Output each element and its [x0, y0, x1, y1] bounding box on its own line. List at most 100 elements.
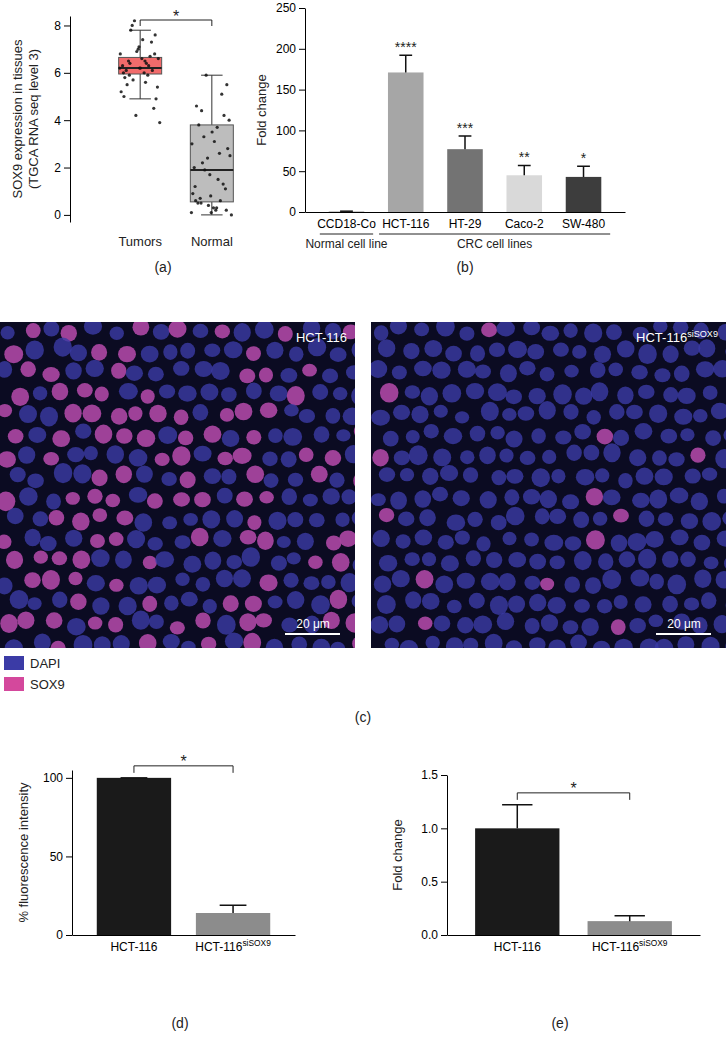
y-tick-mark: [299, 171, 305, 172]
nucleus: [426, 636, 440, 648]
nucleus: [551, 469, 565, 484]
nucleus: [447, 600, 462, 613]
nucleus: [311, 595, 330, 614]
group-label: CRC cell lines: [457, 237, 532, 251]
image-label: HCT-116siSOX9: [636, 329, 718, 345]
y-tick: 0.5: [421, 875, 447, 889]
median: [190, 169, 233, 171]
point: [148, 55, 151, 58]
nucleus: [195, 361, 213, 377]
nucleus: [544, 535, 563, 551]
point: [122, 95, 125, 98]
nucleus: [10, 590, 29, 609]
nucleus: [432, 362, 450, 379]
nucleus: [649, 489, 667, 508]
nucleus: [115, 551, 132, 569]
nucleus: [204, 343, 220, 357]
nucleus: [333, 387, 348, 400]
nucleus: [155, 551, 174, 567]
nucleus: [635, 423, 653, 439]
nucleus: [28, 427, 46, 443]
nucleus: [126, 365, 143, 380]
y-axis-title: % fluorescence intensity: [16, 782, 31, 923]
nucleus: [233, 569, 251, 587]
x-tick: HT-29: [449, 212, 482, 231]
nucleus: [722, 510, 726, 525]
nucleus: [667, 574, 686, 594]
nucleus: [714, 615, 726, 633]
x-tick-label: Normal: [191, 234, 233, 249]
micrograph-background: [371, 322, 726, 648]
micrograph: [371, 322, 726, 648]
nucleus: [593, 641, 610, 648]
nucleus: [467, 512, 482, 527]
nucleus: [259, 491, 274, 503]
nucleus: [603, 489, 621, 505]
nucleus: [603, 443, 620, 462]
nucleus: [611, 619, 626, 635]
nucleus: [153, 324, 170, 340]
nucleus: [523, 322, 540, 335]
nucleus: [563, 323, 577, 338]
point: [150, 40, 153, 43]
nucleus: [519, 361, 535, 376]
x-axis: CCD18-CoHCT-116HT-29Caco-2SW-480: [306, 212, 626, 231]
y-tick-label: 50: [283, 165, 297, 179]
y-tick-mark: [441, 882, 447, 883]
nucleus: [598, 553, 613, 570]
nucleus: [308, 556, 323, 569]
point: [157, 57, 160, 60]
nucleus: [491, 470, 506, 485]
nucleus: [195, 612, 210, 628]
nucleus: [394, 450, 410, 465]
point: [220, 93, 223, 96]
nucleus: [390, 491, 407, 509]
point: [128, 62, 131, 65]
nucleus: [619, 551, 636, 567]
point: [139, 66, 142, 69]
nucleus: [287, 552, 301, 564]
nucleus: [527, 344, 544, 360]
nucleus: [264, 473, 279, 488]
nucleus: [525, 618, 540, 634]
point: [212, 206, 215, 209]
figure: 02468SOX9 expression in tissues(TGCA RNA…: [0, 0, 726, 1046]
nucleus: [584, 323, 602, 342]
legend-label: SOX9: [30, 677, 65, 692]
nucleus: [303, 494, 318, 507]
x-tick-label: HCT-116: [494, 940, 541, 954]
nucleus: [26, 323, 41, 338]
y-tick-mark: [299, 212, 305, 213]
point: [228, 154, 231, 157]
nucleus: [523, 489, 540, 504]
nucleus: [645, 531, 663, 548]
nucleus: [674, 409, 692, 425]
nucleus: [466, 550, 481, 566]
nucleus: [311, 466, 328, 483]
nucleus: [132, 610, 150, 629]
nucleus: [371, 410, 390, 426]
whisker-cap: [201, 214, 223, 215]
nucleus: [213, 530, 231, 547]
nucleus: [34, 551, 48, 564]
nucleus: [257, 532, 274, 550]
label-main: HCT-116: [592, 940, 639, 954]
nucleus: [470, 426, 486, 442]
nucleus: [173, 492, 190, 506]
nucleus: [162, 516, 177, 529]
nucleus: [68, 572, 82, 586]
nucleus: [520, 451, 536, 465]
nucleus: [585, 577, 601, 594]
nucleus: [297, 533, 314, 550]
nucleus: [341, 573, 355, 592]
point: [131, 24, 134, 27]
y-tick: 2: [54, 161, 70, 175]
whisker: [140, 74, 141, 99]
y-tick-mark: [441, 775, 447, 776]
panel-label: (b): [456, 259, 473, 275]
point: [219, 199, 222, 202]
point: [120, 90, 123, 93]
nucleus: [54, 337, 72, 356]
nucleus: [564, 365, 578, 378]
nucleus: [422, 468, 438, 485]
